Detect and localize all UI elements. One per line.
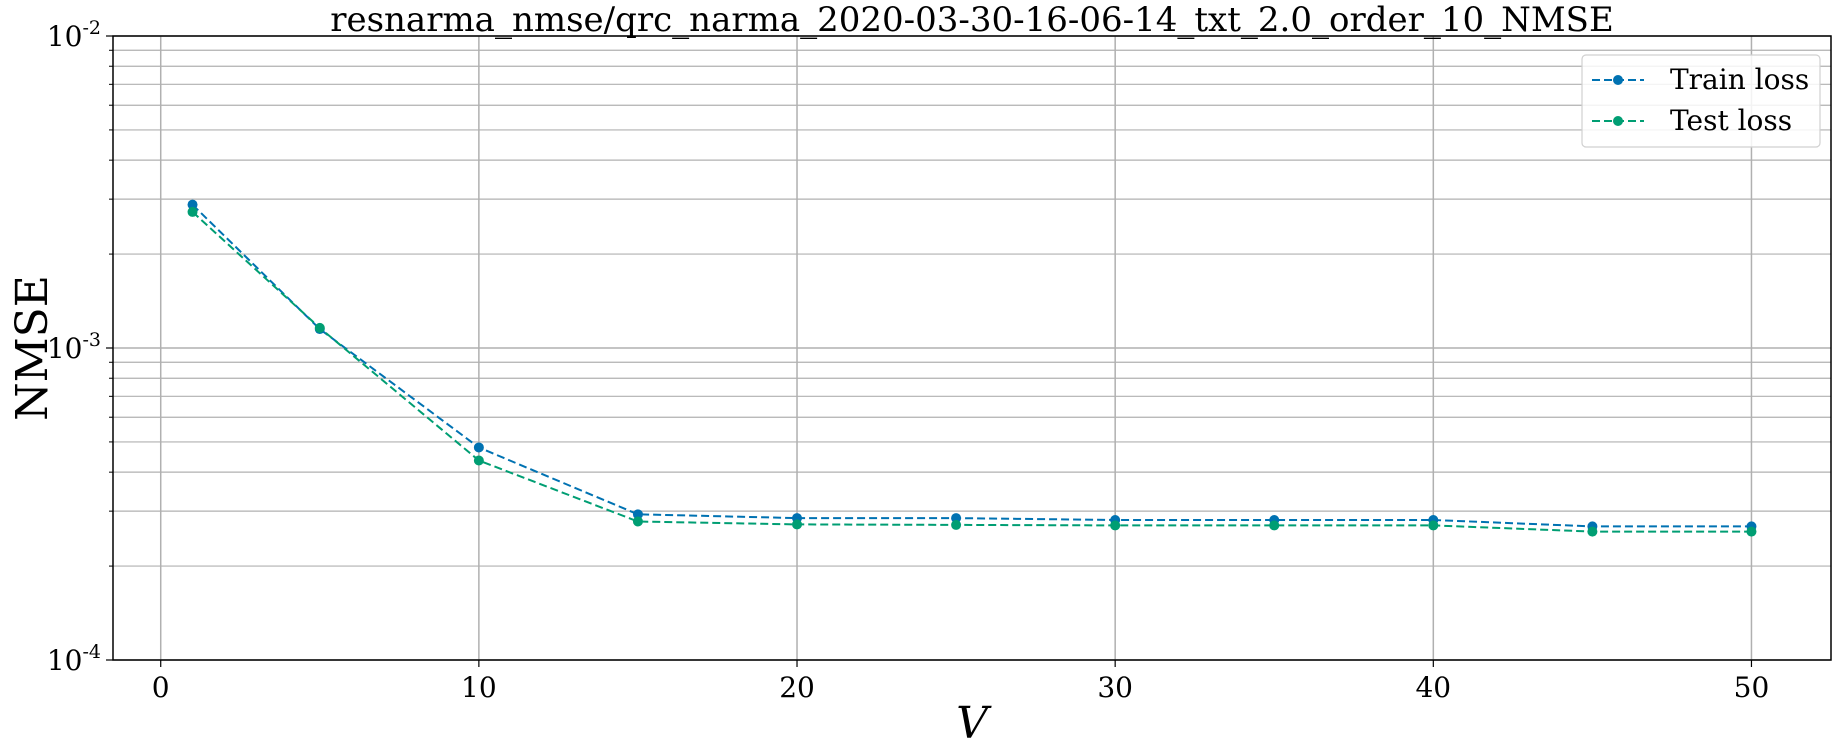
data-point — [1269, 520, 1280, 531]
x-axis-label: V — [956, 698, 992, 749]
data-point — [473, 455, 484, 466]
y-axis-label: NMSE — [7, 275, 58, 421]
legend-label: Test loss — [1670, 104, 1792, 137]
series-layer — [187, 199, 1757, 537]
series-line — [191, 211, 1752, 533]
data-point — [314, 322, 325, 333]
data-point — [1428, 520, 1439, 531]
x-tick-label: 40 — [1415, 671, 1451, 704]
x-tick-label: 20 — [779, 671, 815, 704]
chart-title: resnarma_nmse/qrc_narma_2020-03-30-16-06… — [330, 0, 1614, 40]
axis-ticks: 0 10 20 30 40 50 10-4 10-3 10-2 — [47, 17, 1769, 704]
series-train-loss — [187, 199, 1757, 532]
y-tick-label: 10-3 — [47, 329, 101, 365]
data-point — [1110, 520, 1121, 531]
data-point — [951, 519, 962, 530]
series-test-loss — [187, 206, 1757, 537]
y-tick-label: 10-4 — [47, 641, 101, 677]
legend: Train loss Test loss — [1581, 54, 1821, 148]
legend-item: Train loss — [1592, 63, 1809, 96]
x-tick-label: 50 — [1734, 671, 1770, 704]
data-point — [632, 516, 643, 527]
y-tick-label: 10-2 — [47, 17, 101, 53]
series-line — [191, 203, 1752, 528]
x-tick-label: 10 — [461, 671, 497, 704]
data-point — [187, 199, 198, 210]
data-point — [473, 442, 484, 453]
data-point — [792, 519, 803, 530]
data-point — [632, 509, 643, 520]
legend-marker — [1613, 75, 1623, 85]
x-tick-label: 0 — [152, 671, 170, 704]
x-tick-label: 30 — [1097, 671, 1133, 704]
legend-label: Train loss — [1670, 63, 1809, 96]
data-point — [1746, 526, 1757, 537]
legend-box — [1581, 54, 1821, 148]
legend-marker — [1613, 116, 1623, 126]
grid-lines — [113, 35, 1831, 661]
data-point — [1587, 526, 1598, 537]
legend-item: Test loss — [1592, 104, 1792, 137]
data-point — [187, 206, 198, 217]
